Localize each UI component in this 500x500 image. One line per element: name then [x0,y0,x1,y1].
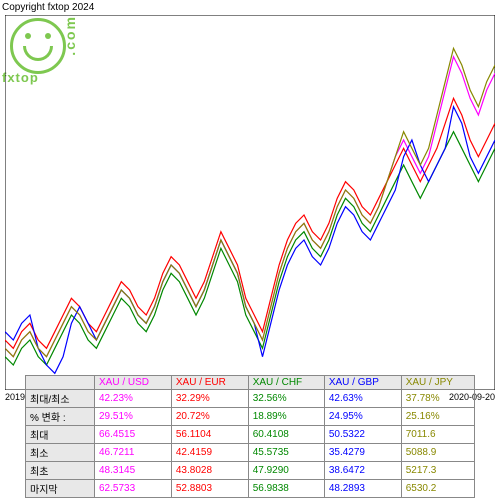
column-header: XAU / EUR [171,376,248,390]
table-cell: 42.4159 [171,444,248,462]
column-header: XAU / JPY [401,376,474,390]
column-header: XAU / GBP [324,376,401,390]
table-cell: 32.29% [171,390,248,408]
table-cell: 29.51% [95,408,172,426]
table-cell: 66.4515 [95,426,172,444]
table-cell: 42.63% [324,390,401,408]
row-label: % 변화 : [26,408,95,426]
table-cell: 60.4108 [248,426,324,444]
line-chart [5,15,495,390]
table-cell: 46.7211 [95,444,172,462]
table-cell: 32.56% [248,390,324,408]
table-cell: 45.5735 [248,444,324,462]
copyright-text: Copyright fxtop 2024 [2,2,94,13]
column-header: XAU / CHF [248,376,324,390]
table-cell: 62.5733 [95,480,172,498]
table-cell: 18.89% [248,408,324,426]
stats-table-wrap: XAU / USDXAU / EURXAU / CHFXAU / GBPXAU … [25,375,475,498]
column-header: XAU / USD [95,376,172,390]
table-cell: 5217.3 [401,462,474,480]
table-cell: 47.9290 [248,462,324,480]
table-cell: 42.23% [95,390,172,408]
table-cell: 52.8803 [171,480,248,498]
table-cell: 35.4279 [324,444,401,462]
table-cell: 7011.6 [401,426,474,444]
table-cell: 56.1104 [171,426,248,444]
container: Copyright fxtop 2024 fxtop .com 2019-09-… [0,0,500,500]
table-corner [26,376,95,390]
row-label: 최대/최소 [26,390,95,408]
table-cell: 48.3145 [95,462,172,480]
table-cell: 5088.9 [401,444,474,462]
stats-table: XAU / USDXAU / EURXAU / CHFXAU / GBPXAU … [25,375,475,498]
row-label: 최초 [26,462,95,480]
series-line [5,98,495,348]
table-cell: 43.8028 [171,462,248,480]
table-cell: 20.72% [171,408,248,426]
table-cell: 6530.2 [401,480,474,498]
row-label: 최소 [26,444,95,462]
table-cell: 24.95% [324,408,401,426]
row-label: 최대 [26,426,95,444]
table-cell: 25.16% [401,408,474,426]
table-cell: 50.5322 [324,426,401,444]
series-line [5,57,495,357]
table-cell: 56.9838 [248,480,324,498]
series-line [5,107,495,374]
row-label: 마지막 [26,480,95,498]
table-cell: 37.78% [401,390,474,408]
table-cell: 38.6472 [324,462,401,480]
table-cell: 48.2893 [324,480,401,498]
